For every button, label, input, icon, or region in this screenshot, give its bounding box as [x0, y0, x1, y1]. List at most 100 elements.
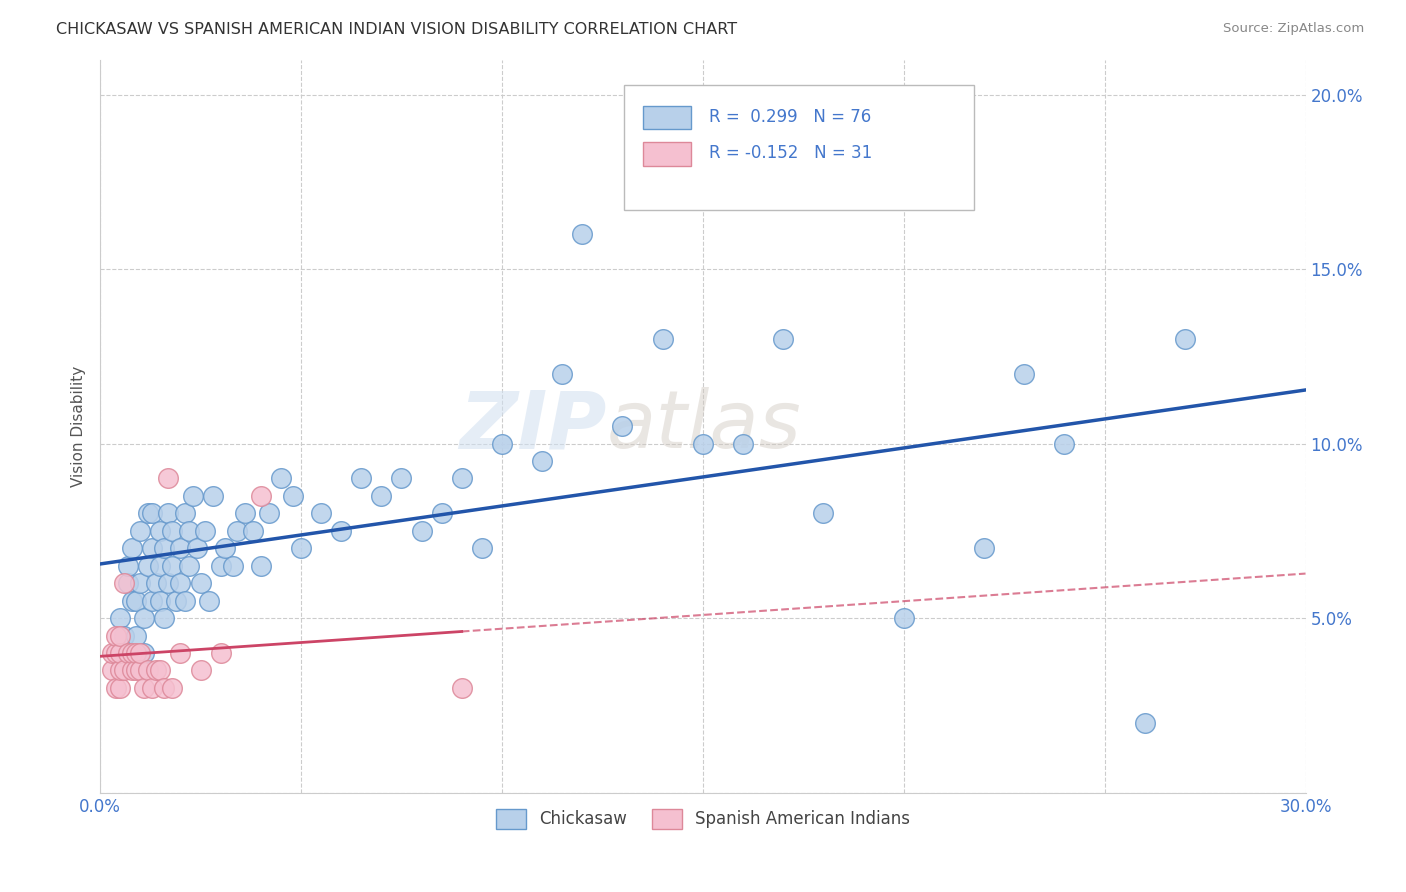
Point — [169, 541, 191, 556]
Point — [105, 681, 128, 695]
Point — [612, 419, 634, 434]
Point — [233, 507, 256, 521]
Point — [134, 611, 156, 625]
Point — [138, 507, 160, 521]
Point — [173, 593, 195, 607]
Point — [169, 576, 191, 591]
Point — [117, 558, 139, 573]
Point — [201, 489, 224, 503]
Point — [430, 507, 453, 521]
Point — [181, 489, 204, 503]
Point — [186, 541, 208, 556]
Point — [290, 541, 312, 556]
FancyBboxPatch shape — [624, 86, 974, 210]
Point — [531, 454, 554, 468]
Point — [153, 611, 176, 625]
Point — [149, 664, 172, 678]
Point — [101, 664, 124, 678]
Point — [450, 681, 472, 695]
Point — [197, 593, 219, 607]
Point — [370, 489, 392, 503]
Point — [772, 332, 794, 346]
Point — [222, 558, 245, 573]
Point — [141, 507, 163, 521]
Point — [731, 436, 754, 450]
Point — [153, 541, 176, 556]
Point — [112, 629, 135, 643]
Point — [209, 646, 232, 660]
Point — [129, 576, 152, 591]
Text: ZIP: ZIP — [458, 387, 606, 465]
Text: atlas: atlas — [606, 387, 801, 465]
Point — [450, 471, 472, 485]
Point — [209, 558, 232, 573]
Point — [101, 646, 124, 660]
Text: Source: ZipAtlas.com: Source: ZipAtlas.com — [1223, 22, 1364, 36]
Point — [177, 558, 200, 573]
Point — [145, 664, 167, 678]
Point — [973, 541, 995, 556]
Point — [149, 558, 172, 573]
Point — [491, 436, 513, 450]
Point — [190, 576, 212, 591]
Text: CHICKASAW VS SPANISH AMERICAN INDIAN VISION DISABILITY CORRELATION CHART: CHICKASAW VS SPANISH AMERICAN INDIAN VIS… — [56, 22, 737, 37]
Point — [1174, 332, 1197, 346]
Point — [242, 524, 264, 538]
Point — [471, 541, 494, 556]
Point — [162, 681, 184, 695]
Bar — [643, 143, 690, 166]
Point — [1133, 715, 1156, 730]
Point — [121, 541, 143, 556]
Point — [190, 664, 212, 678]
Point — [110, 629, 132, 643]
Point — [250, 558, 273, 573]
Point — [149, 524, 172, 538]
Point — [112, 576, 135, 591]
Point — [117, 576, 139, 591]
Point — [391, 471, 413, 485]
Point — [138, 664, 160, 678]
Point — [141, 593, 163, 607]
Point — [105, 646, 128, 660]
Point — [129, 664, 152, 678]
Point — [138, 558, 160, 573]
Point — [125, 629, 148, 643]
Point — [551, 367, 574, 381]
Point — [1053, 436, 1076, 450]
Point — [110, 611, 132, 625]
Point — [110, 664, 132, 678]
Point — [157, 576, 180, 591]
Point — [145, 576, 167, 591]
Point — [692, 436, 714, 450]
Point — [330, 524, 353, 538]
Point — [162, 558, 184, 573]
Point — [893, 611, 915, 625]
Point — [153, 681, 176, 695]
Point — [162, 524, 184, 538]
Point — [149, 593, 172, 607]
Point — [121, 593, 143, 607]
Point — [214, 541, 236, 556]
Point — [651, 332, 673, 346]
Point — [350, 471, 373, 485]
Text: R = -0.152   N = 31: R = -0.152 N = 31 — [709, 145, 872, 162]
Point — [121, 646, 143, 660]
Point — [141, 541, 163, 556]
Point — [177, 524, 200, 538]
Point — [112, 664, 135, 678]
Point — [411, 524, 433, 538]
Point — [571, 227, 593, 241]
Point — [141, 681, 163, 695]
Text: R =  0.299   N = 76: R = 0.299 N = 76 — [709, 108, 872, 126]
Point — [134, 646, 156, 660]
Point — [281, 489, 304, 503]
Point — [110, 646, 132, 660]
Point — [225, 524, 247, 538]
Y-axis label: Vision Disability: Vision Disability — [72, 366, 86, 487]
Point — [125, 664, 148, 678]
Point — [166, 593, 188, 607]
Point — [129, 524, 152, 538]
Point — [1012, 367, 1035, 381]
Bar — [643, 106, 690, 129]
Point — [110, 681, 132, 695]
